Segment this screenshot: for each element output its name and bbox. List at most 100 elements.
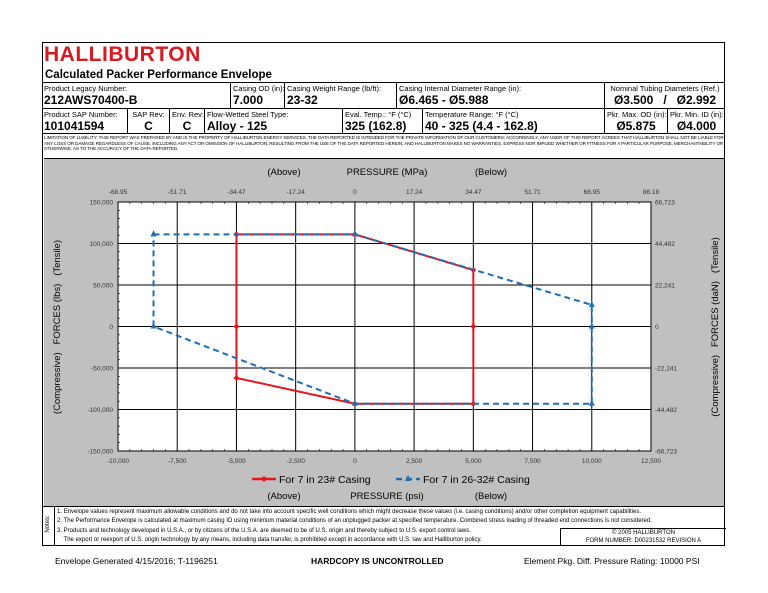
env-rev-label: Env. Rev: [172, 110, 204, 119]
steel-type-value: Alloy - 125 [207, 119, 268, 133]
diamond-marker-icon [470, 323, 477, 330]
x-tick-label: 0 [353, 458, 357, 465]
sap-number-cell: Product SAP Number: 101041594 [42, 109, 127, 133]
triangle-marker-icon [150, 322, 157, 329]
sap-rev-value: C [144, 119, 153, 133]
notes-section: Notes: 1. Envelope values represent maxi… [42, 506, 726, 546]
triangle-marker-icon [150, 230, 157, 237]
sap-number-value: 101041594 [44, 119, 105, 133]
x-top-tick-label: -17.24 [286, 189, 305, 196]
y-right-tick-label: 66,723 [655, 200, 675, 207]
casing-id-label: Casing Internal Diameter Range (in): [399, 84, 522, 93]
packer-max-od-cell: Pkr. Max. OD (in): Ø5.875 [604, 109, 667, 133]
legend-triangle-icon [405, 475, 411, 481]
note-3-continued: The export or reexport of U.S. origin te… [57, 537, 482, 543]
top-below-label: (Below) [475, 167, 507, 178]
y-tick-label: 150,000 [90, 200, 114, 207]
x-top-tick-label: 0 [353, 189, 357, 196]
eval-temp-cell: Eval. Temp.: °F (°C) 325 (162.8) [342, 109, 422, 133]
x-tick-label: -5,000 [227, 458, 246, 465]
y-right-tick-label: 0 [655, 324, 659, 331]
temp-range-label: Temperature Range: °F (°C) [425, 110, 519, 119]
y-tick-label: 0 [109, 324, 113, 331]
bottom-axis-title: PRESSURE (psi) [350, 491, 423, 502]
y-right-tick-label: 44,482 [655, 241, 675, 248]
right-axis-title: (Compressive) FORCES (daN) (Tensile) [710, 237, 721, 416]
casing-weight-label: Casing Weight Range (lb/ft): [287, 84, 382, 93]
x-tick-label: 7,500 [524, 458, 541, 465]
casing-od-label: Casing OD (in): [233, 84, 285, 93]
steel-type-cell: Flow-Wetted Steel Type: Alloy - 125 [204, 109, 342, 133]
triangle-marker-icon [588, 300, 595, 307]
spec-row-1: Product Legacy Number: 212AWS70400-B Cas… [42, 82, 725, 108]
x-tick-label: 12,500 [641, 458, 661, 465]
diamond-marker-icon [233, 323, 240, 330]
y-right-tick-label: -66,723 [655, 449, 677, 456]
casing-od-cell: Casing OD (in): 7.000 [230, 83, 285, 108]
casing-id-value: Ø6.465 - Ø5.988 [399, 93, 489, 107]
env-rev-cell: Env. Rev: C [169, 109, 204, 133]
hardcopy-uncontrolled: HARDCOPY IS UNCONTROLLED [311, 556, 444, 566]
tubing-diameter-cell: Nominal Tubing Diameters (Ref.) Ø3.500 /… [604, 83, 725, 108]
copyright-box: © 2005 HALLIBURTON FORM NUMBER: D0023153… [560, 528, 726, 546]
tubing-diameter-label: Nominal Tubing Diameters (Ref.) [610, 84, 720, 93]
env-rev-value: C [182, 119, 192, 133]
eval-temp-label: Eval. Temp.: °F (°C) [345, 110, 412, 119]
note-3: 3. Products and technology developed in … [57, 528, 471, 534]
casing-weight-cell: Casing Weight Range (lb/ft): 23-32 [284, 83, 396, 108]
x-top-tick-label: 34.47 [465, 189, 482, 196]
legend-diamond-icon [261, 476, 267, 482]
halliburton-logo: HALLIBURTON [44, 43, 201, 66]
pressure-rating: Element Pkg. Diff. Pressure Rating: 1000… [524, 556, 700, 566]
x-top-tick-label: 68.95 [584, 189, 601, 196]
legacy-number-value: 212AWS70400-B [44, 93, 138, 107]
legacy-number-label: Product Legacy Number: [44, 84, 127, 93]
notes-tag: Notes: [42, 507, 55, 545]
legacy-number-cell: Product Legacy Number: 212AWS70400-B [42, 83, 230, 108]
y-tick-label: 100,000 [90, 241, 114, 248]
packer-min-id-cell: Pkr. Min. ID (in): Ø4.000 [667, 109, 725, 133]
casing-od-value: 7.000 [233, 93, 264, 107]
casing-weight-value: 23-32 [287, 93, 318, 107]
sap-rev-label: SAP Rev: [132, 110, 165, 119]
x-top-tick-label: -34.47 [227, 189, 246, 196]
copyright-text: © 2005 HALLIBURTON [612, 530, 675, 536]
x-tick-label: 2,500 [406, 458, 423, 465]
top-axis-title: PRESSURE (MPa) [347, 167, 428, 178]
packer-min-id-label: Pkr. Min. ID (in): [670, 110, 724, 119]
x-tick-label: -2,500 [286, 458, 305, 465]
form-number: FORM NUMBER: D00231532 REVISION A [585, 538, 702, 544]
performance-envelope-chart: -10,000 -68.95 -7,500 -51.71 -5,000 -34.47 -2,… [44, 158, 724, 507]
left-axis-title: (Compressive) FORCES (lbs) (Tensile) [52, 240, 63, 414]
x-tick-label: 5,000 [465, 458, 482, 465]
bottom-above-label: (Above) [267, 491, 300, 502]
x-tick-label: 10,000 [582, 458, 602, 465]
casing-id-cell: Casing Internal Diameter Range (in): Ø6.… [396, 83, 604, 108]
steel-type-label: Flow-Wetted Steel Type: [207, 110, 289, 119]
y-right-tick-label: -22,241 [655, 366, 677, 373]
tubing-diameter-value: Ø3.500 / Ø2.992 [613, 93, 717, 107]
diamond-marker-icon [233, 374, 240, 381]
y-tick-label: -50,000 [91, 366, 113, 373]
packer-max-od-label: Pkr. Max. OD (in): [607, 110, 667, 119]
liability-disclaimer: Limitation of liability: this report was… [44, 135, 724, 152]
x-top-tick-label: -51.71 [168, 189, 187, 196]
legend-label-26-32: For 7 in 26-32# Casing [423, 474, 530, 486]
sap-rev-cell: SAP Rev: C [127, 109, 169, 133]
y-right-tick-label: -44,482 [655, 407, 677, 414]
top-above-label: (Above) [267, 167, 300, 178]
note-2: 2. The Performance Envelope is calculate… [57, 518, 652, 524]
x-tick-label: -7,500 [168, 458, 187, 465]
triangle-marker-icon [588, 322, 595, 329]
series-line-1 [152, 233, 593, 405]
spec-row-2: Product SAP Number: 101041594 SAP Rev: C… [42, 108, 725, 134]
triangle-marker-icon [351, 399, 358, 406]
x-top-tick-label: 86.18 [643, 189, 660, 196]
packer-max-od-value: Ø5.875 [616, 119, 656, 133]
triangle-marker-icon [588, 399, 595, 406]
x-top-tick-label: 17.24 [406, 189, 423, 196]
chart-canvas: -10,000 -68.95 -7,500 -51.71 -5,000 -34.47 -2,… [52, 167, 721, 502]
y-tick-label: 50,000 [93, 283, 113, 290]
x-top-tick-label: 51.71 [524, 189, 541, 196]
y-tick-label: -150,000 [87, 449, 113, 456]
